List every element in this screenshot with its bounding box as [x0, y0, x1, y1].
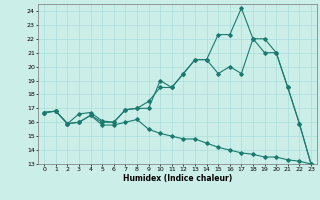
X-axis label: Humidex (Indice chaleur): Humidex (Indice chaleur)	[123, 174, 232, 183]
